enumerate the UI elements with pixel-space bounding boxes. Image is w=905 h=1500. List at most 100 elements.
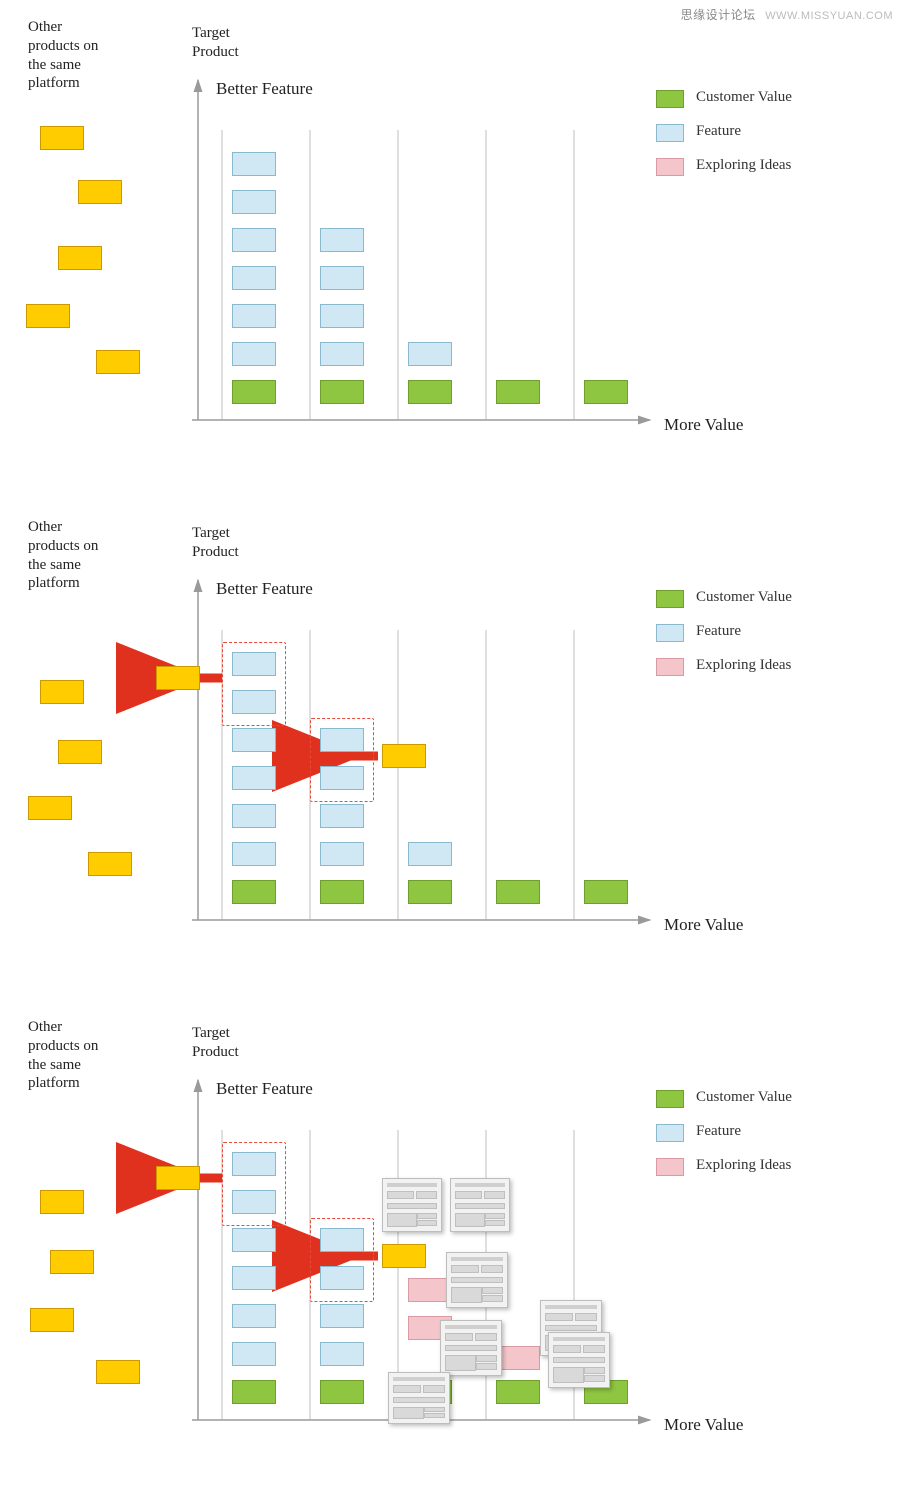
other-product-block (78, 180, 122, 204)
moved-product-block (382, 744, 426, 768)
wireframe-thumb (440, 1320, 502, 1376)
feature-block (232, 1342, 276, 1366)
legend-customer-label: Customer Value (696, 89, 792, 106)
customer-value-block (496, 380, 540, 404)
highlight-box (310, 718, 374, 802)
legend-feature-label: Feature (696, 623, 741, 640)
customer-value-block (408, 380, 452, 404)
customer-value-block (232, 880, 276, 904)
feature-block (232, 342, 276, 366)
highlight-box (222, 1142, 286, 1226)
feature-block (320, 266, 364, 290)
legend-customer-label: Customer Value (696, 1089, 792, 1106)
feature-block (232, 728, 276, 752)
customer-value-block (584, 880, 628, 904)
feature-block (320, 1304, 364, 1328)
highlight-box (222, 642, 286, 726)
target-product-label: Target Product (192, 1024, 239, 1062)
feature-block (232, 304, 276, 328)
other-product-block (28, 796, 72, 820)
feature-block (320, 1342, 364, 1366)
customer-value-block (320, 880, 364, 904)
legend-feature-label: Feature (696, 1123, 741, 1140)
legend-customer-swatch (656, 1090, 684, 1108)
feature-block (320, 228, 364, 252)
customer-value-block (320, 380, 364, 404)
target-product-label: Target Product (192, 524, 239, 562)
target-product-label: Target Product (192, 24, 239, 62)
feature-block (232, 804, 276, 828)
legend-feature-label: Feature (696, 123, 741, 140)
customer-value-block (232, 380, 276, 404)
wireframe-thumb (382, 1178, 442, 1232)
other-product-block (96, 1360, 140, 1384)
other-product-block (58, 740, 102, 764)
other-product-block (40, 680, 84, 704)
axes-layer (0, 1000, 905, 1500)
moved-product-block (156, 666, 200, 690)
legend-customer-swatch (656, 90, 684, 108)
customer-value-block (496, 1380, 540, 1404)
feature-block (320, 342, 364, 366)
legend-exploring-label: Exploring Ideas (696, 157, 791, 174)
more-value-label: More Value (664, 414, 743, 435)
feature-block (232, 190, 276, 214)
other-product-block (88, 852, 132, 876)
legend-exploring-swatch (656, 658, 684, 676)
feature-block (320, 304, 364, 328)
legend-exploring-label: Exploring Ideas (696, 657, 791, 674)
diagram-root: Other products on the same platform Targe… (0, 0, 905, 1500)
legend-customer-swatch (656, 590, 684, 608)
legend-exploring-swatch (656, 158, 684, 176)
customer-value-block (232, 1380, 276, 1404)
better-feature-label: Better Feature (216, 1078, 313, 1099)
feature-block (320, 842, 364, 866)
panel1: Other products on the same platform Targe… (0, 0, 905, 500)
axes-layer (0, 0, 905, 500)
other-products-label: Other products on the same platform (28, 518, 98, 593)
customer-value-block (584, 380, 628, 404)
legend-exploring-swatch (656, 1158, 684, 1176)
more-value-label: More Value (664, 914, 743, 935)
feature-block (320, 804, 364, 828)
moved-product-block (382, 1244, 426, 1268)
panel3: Other products on the same platform Targe… (0, 1000, 905, 1500)
other-product-block (58, 246, 102, 270)
feature-block (232, 1266, 276, 1290)
other-products-label: Other products on the same platform (28, 18, 98, 93)
legend-feature-swatch (656, 124, 684, 142)
exploring-idea-block (496, 1346, 540, 1370)
panel2: Other products on the same platform Targe… (0, 500, 905, 1000)
other-product-block (96, 350, 140, 374)
customer-value-block (320, 1380, 364, 1404)
other-product-block (40, 1190, 84, 1214)
better-feature-label: Better Feature (216, 578, 313, 599)
feature-block (232, 1304, 276, 1328)
legend-customer-label: Customer Value (696, 589, 792, 606)
customer-value-block (496, 880, 540, 904)
highlight-box (310, 1218, 374, 1302)
legend-feature-swatch (656, 1124, 684, 1142)
feature-block (232, 228, 276, 252)
moved-product-block (156, 1166, 200, 1190)
other-product-block (50, 1250, 94, 1274)
feature-block (232, 266, 276, 290)
wireframe-thumb (446, 1252, 508, 1308)
more-value-label: More Value (664, 1414, 743, 1435)
other-products-label: Other products on the same platform (28, 1018, 98, 1093)
wireframe-thumb (388, 1372, 450, 1424)
feature-block (232, 152, 276, 176)
feature-block (232, 842, 276, 866)
better-feature-label: Better Feature (216, 78, 313, 99)
feature-block (232, 766, 276, 790)
wireframe-thumb (548, 1332, 610, 1388)
legend-feature-swatch (656, 624, 684, 642)
feature-block (408, 342, 452, 366)
other-product-block (26, 304, 70, 328)
feature-block (232, 1228, 276, 1252)
legend-exploring-label: Exploring Ideas (696, 1157, 791, 1174)
feature-block (408, 842, 452, 866)
other-product-block (40, 126, 84, 150)
customer-value-block (408, 880, 452, 904)
axes-layer (0, 500, 905, 1000)
